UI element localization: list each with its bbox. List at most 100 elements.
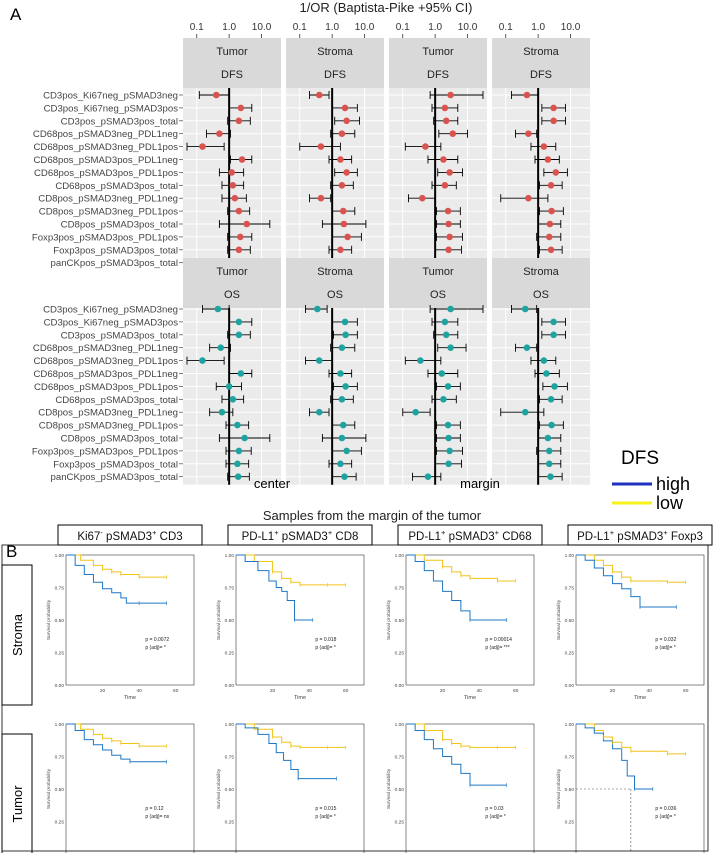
legend-high-label: high bbox=[656, 474, 690, 494]
or-point bbox=[241, 434, 248, 442]
km-row-label-box bbox=[1, 564, 33, 706]
km-column-label: PD-L1+ pSMAD3+ CD68 bbox=[408, 528, 531, 543]
header-tail: Foxp3 bbox=[668, 531, 703, 543]
or-point bbox=[424, 473, 432, 481]
or-point bbox=[216, 130, 223, 137]
km-y-tick: 0.00 bbox=[565, 683, 575, 689]
km-y-tick: 0.75 bbox=[395, 755, 405, 761]
km-y-label: Survival probability bbox=[46, 599, 52, 640]
km-p-value: p = 0.0072 bbox=[145, 637, 169, 643]
km-row-label: Stroma bbox=[10, 613, 25, 656]
km-curve-high bbox=[576, 723, 653, 790]
or-point bbox=[544, 434, 552, 442]
marker-label: CD8pos_pSMAD3neg_PDL1pos bbox=[39, 421, 178, 432]
or-point bbox=[234, 421, 241, 429]
forest-x-tick: 10.0 bbox=[458, 22, 478, 33]
km-curve-high bbox=[576, 554, 677, 608]
km-y-label: Survival probability bbox=[46, 768, 52, 809]
km-column-label: PD-L1+ pSMAD3+ Foxp3 bbox=[577, 528, 703, 543]
or-point bbox=[315, 408, 323, 416]
or-point bbox=[234, 473, 242, 481]
km-y-tick: 1.00 bbox=[225, 722, 235, 728]
km-y-tick: 0.50 bbox=[225, 618, 235, 624]
facet-compartment-label: Stroma bbox=[317, 266, 353, 278]
facet-endpoint-label: DFS bbox=[221, 69, 243, 81]
km-column-label: PD-L1+ pSMAD3+ CD8 bbox=[242, 528, 359, 543]
marker-label: CD68pos_pSMAD3pos_PDL1neg bbox=[33, 155, 178, 166]
or-point bbox=[449, 130, 457, 137]
or-point bbox=[342, 383, 349, 390]
or-point bbox=[235, 447, 243, 455]
km-x-tick: 60 bbox=[513, 688, 519, 694]
km-curve-low bbox=[576, 554, 686, 583]
or-point bbox=[440, 156, 447, 163]
marker-label: CD3pos_Ki67neg_pSMAD3neg bbox=[43, 305, 178, 316]
or-point bbox=[338, 182, 346, 189]
marker-label: CD68pos_pSMAD3neg_PDL1pos bbox=[33, 356, 178, 367]
dfs-legend: DFS high low bbox=[612, 448, 690, 513]
km-y-tick: 0.00 bbox=[55, 683, 65, 689]
marker-label: Foxp3pos_pSMAD3pos_PDL1pos bbox=[32, 232, 178, 243]
marker-label: CD3pos_pSMAD3pos_total bbox=[61, 116, 178, 127]
km-y-tick: 1.00 bbox=[55, 553, 65, 559]
or-point bbox=[550, 104, 557, 112]
or-point bbox=[446, 447, 453, 455]
km-p-value: p = 0.015 bbox=[315, 806, 336, 812]
header-mid: pSMAD3 bbox=[103, 531, 152, 543]
km-p-value: p = 0.036 bbox=[655, 806, 676, 812]
or-point bbox=[238, 156, 246, 163]
or-point bbox=[229, 396, 237, 403]
km-curve-low bbox=[576, 723, 686, 755]
header-main: PD-L1 bbox=[577, 531, 610, 543]
km-y-tick: 0.50 bbox=[565, 787, 575, 793]
km-p-value: p = 0.032 bbox=[655, 637, 676, 643]
km-y-label: Survival probability bbox=[556, 768, 562, 809]
or-point bbox=[339, 207, 347, 215]
km-plot-area bbox=[575, 554, 705, 686]
or-point bbox=[545, 460, 553, 468]
km-y-tick: 0.25 bbox=[395, 820, 405, 826]
or-point bbox=[444, 421, 452, 429]
or-point bbox=[447, 305, 454, 313]
km-x-label: Time bbox=[124, 695, 136, 701]
header-mid: pSMAD3 bbox=[279, 531, 328, 543]
or-point bbox=[337, 246, 344, 254]
or-point bbox=[547, 396, 555, 403]
km-y-label: Survival probability bbox=[216, 768, 222, 809]
or-point bbox=[550, 331, 557, 339]
or-point bbox=[525, 130, 532, 137]
or-point bbox=[445, 460, 452, 468]
forest-plot: 0.1 1.0 10.0 0.1 1.0 10.0 0.1 1.0 10.0 0.1 1.0 10.0… bbox=[32, 22, 590, 485]
or-point bbox=[243, 220, 251, 228]
or-point bbox=[446, 169, 453, 176]
or-point bbox=[525, 194, 532, 202]
facet-panel bbox=[389, 308, 487, 485]
header-mid: pSMAD3 bbox=[445, 531, 494, 543]
km-y-label: Survival probability bbox=[556, 599, 562, 640]
or-point bbox=[341, 104, 349, 112]
facet-endpoint-label: DFS bbox=[530, 69, 552, 81]
km-y-tick: 0.50 bbox=[55, 787, 65, 793]
km-curve-high bbox=[406, 554, 507, 621]
km-y-tick: 0.75 bbox=[225, 586, 235, 592]
header-tail: CD8 bbox=[332, 531, 358, 543]
or-point bbox=[445, 434, 452, 442]
forest-x-tick: 0.1 bbox=[499, 22, 513, 33]
marker-label: CD68pos_pSMAD3pos_total bbox=[55, 395, 178, 406]
facet-compartment-label: Tumor bbox=[422, 266, 454, 278]
or-point bbox=[544, 156, 552, 163]
facet-panel bbox=[492, 88, 590, 271]
facet-compartment-label: Stroma bbox=[523, 46, 559, 58]
or-point bbox=[547, 473, 554, 481]
forest-x-tick: 1.0 bbox=[428, 22, 442, 33]
header-sup: - bbox=[100, 528, 103, 537]
or-point bbox=[552, 169, 560, 176]
km-x-label: Time bbox=[294, 695, 306, 701]
or-point bbox=[442, 117, 450, 125]
header-sup: + bbox=[610, 528, 615, 537]
or-point bbox=[235, 207, 243, 215]
km-y-tick: 0.75 bbox=[225, 755, 235, 761]
